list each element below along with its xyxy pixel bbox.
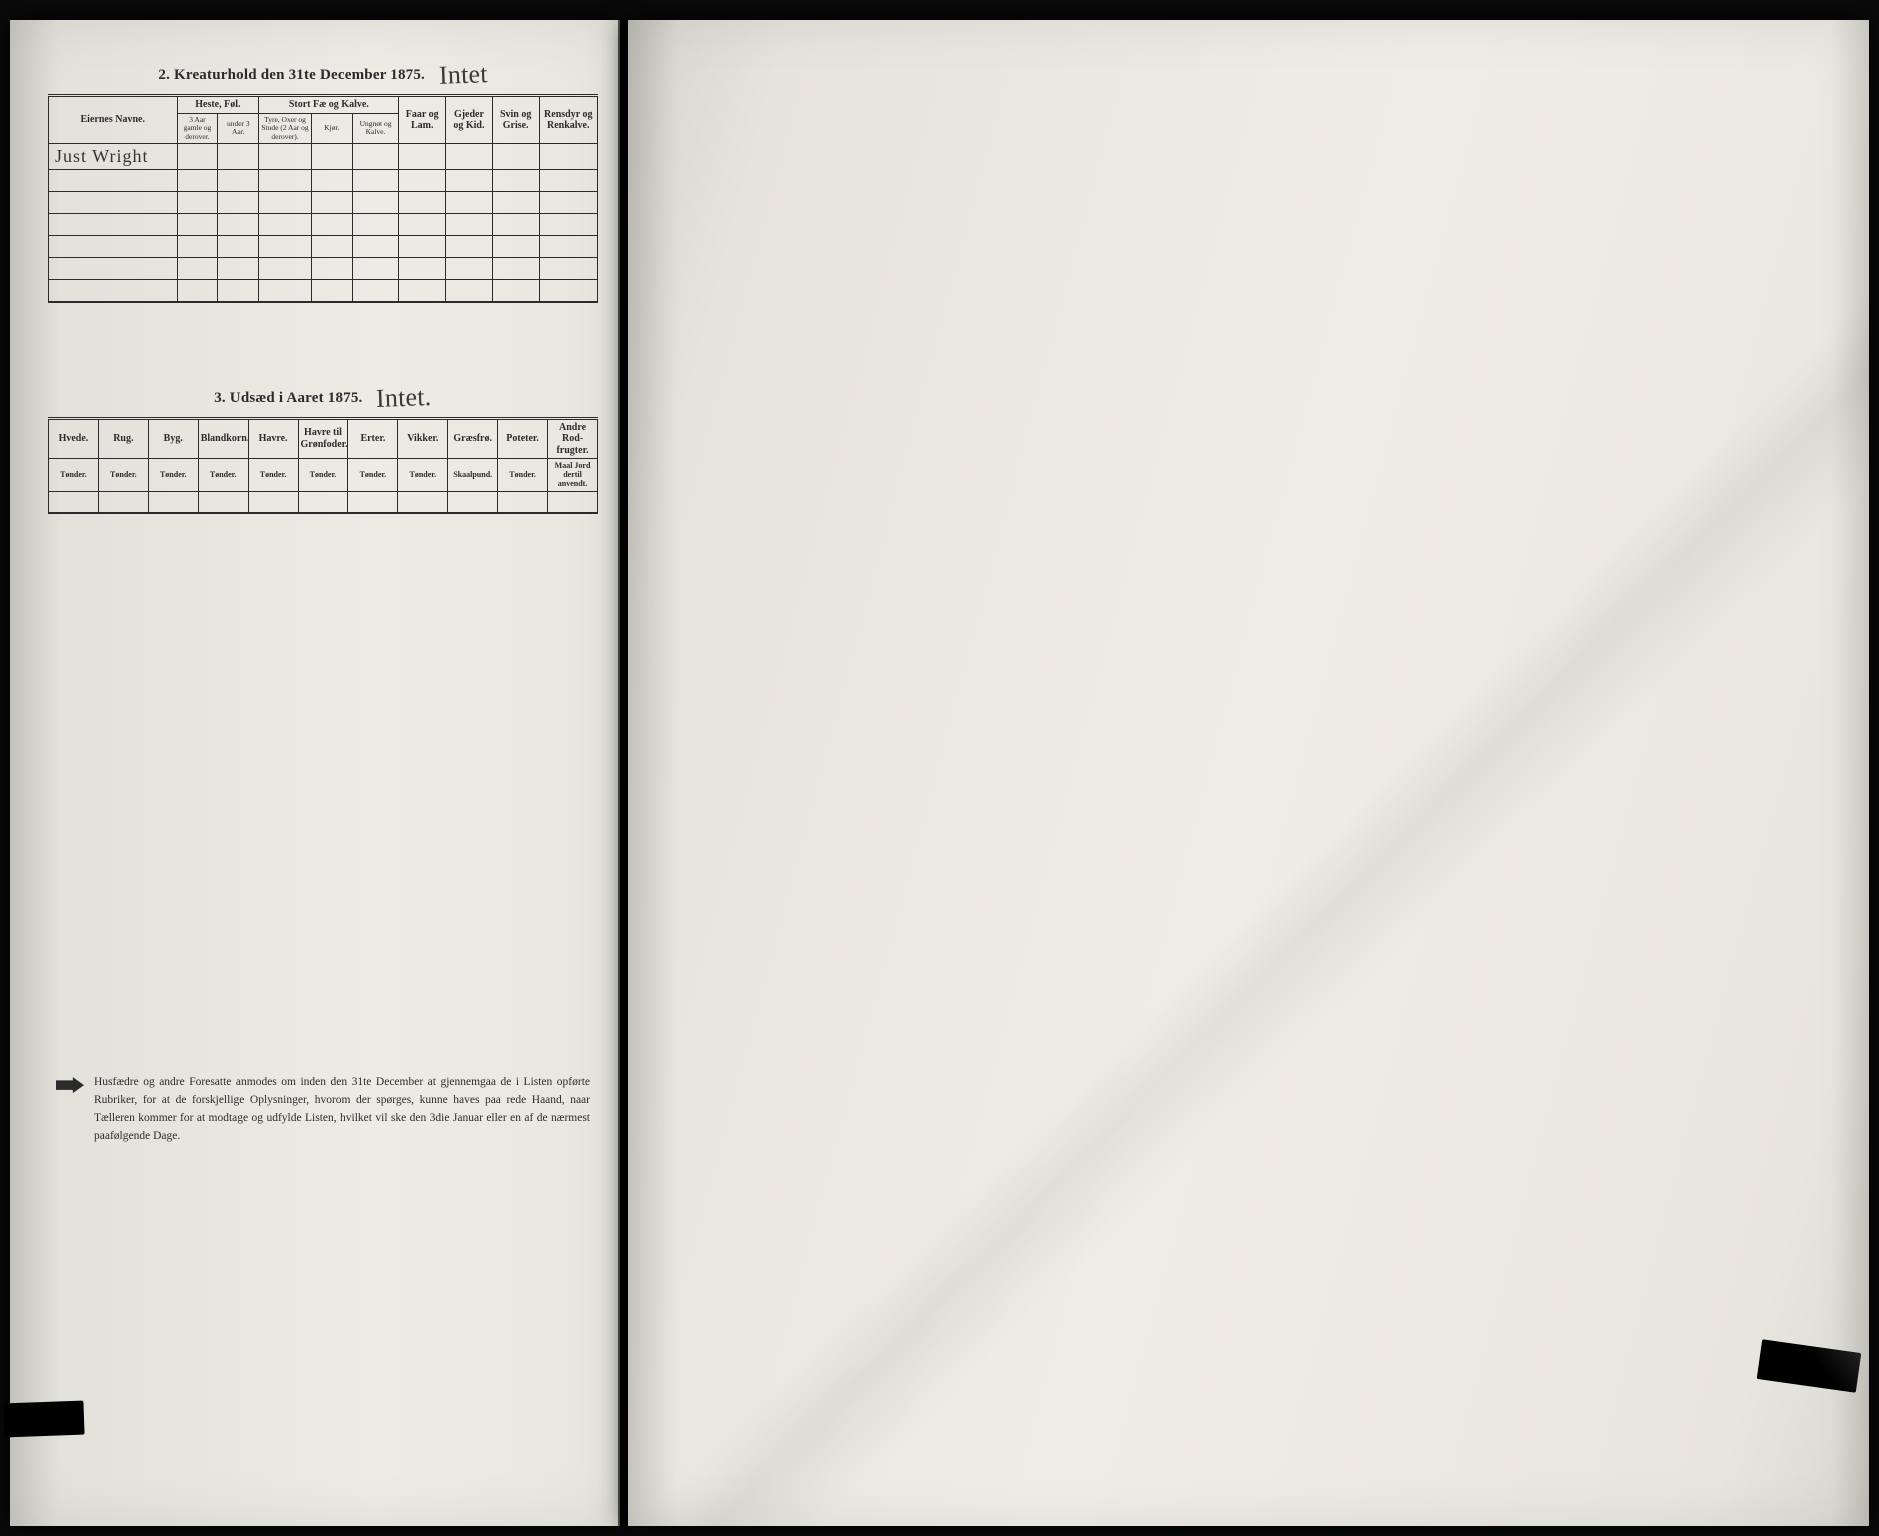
u0: Tønder. (49, 459, 99, 492)
table-row (49, 258, 598, 280)
table-row (49, 214, 598, 236)
c-havreg: Havre til Grønfoder. (298, 418, 348, 459)
c-rod: Andre Rod-frugter. (548, 418, 598, 459)
table-kreaturhold: Eiernes Navne. Heste, Føl. Stort Fæ og K… (48, 94, 598, 303)
u10: Maal Jord dertil anvendt. (548, 459, 598, 492)
col-tyre: Tyre, Oxer og Stude (2 Aar og derover). (259, 113, 312, 144)
binder-clip-icon (3, 1401, 84, 1438)
c-rug: Rug. (98, 418, 148, 459)
col-gjeder: Gjeder og Kid. (446, 96, 493, 144)
col-heste: Heste, Føl. (177, 96, 259, 114)
table-row: Just Wright (49, 144, 598, 170)
col-heste-3aar: 3 Aar gamle og derover. (177, 113, 218, 144)
col-svin: Svin og Grise. (492, 96, 539, 144)
u5: Tønder. (298, 459, 348, 492)
col-kjor: Kjør. (311, 113, 352, 144)
table-unit-row: Tønder. Tønder. Tønder. Tønder. Tønder. … (49, 459, 598, 492)
table-row (49, 236, 598, 258)
c-potet: Poteter. (498, 418, 548, 459)
table-row (49, 491, 598, 513)
section3-handwritten: Intet. (376, 382, 432, 414)
col-ren: Rensdyr og Renkalve. (539, 96, 598, 144)
footer-text: Husfædre og andre Foresatte anmodes om i… (94, 1074, 590, 1145)
owner-name-cell: Just Wright (49, 144, 178, 170)
c-graes: Græsfrø. (448, 418, 498, 459)
u8: Skaalpund. (448, 459, 498, 492)
c-vikker: Vikker. (398, 418, 448, 459)
u1: Tønder. (98, 459, 148, 492)
section2-handwritten: Intet (438, 59, 488, 91)
u9: Tønder. (498, 459, 548, 492)
u4: Tønder. (248, 459, 298, 492)
c-erter: Erter. (348, 418, 398, 459)
col-heste-under3: under 3 Aar. (218, 113, 259, 144)
c-bland: Blandkorn. (198, 418, 248, 459)
col-faar: Faar og Lam. (399, 96, 446, 144)
col-ungnot: Ungnøt og Kalve. (352, 113, 399, 144)
c-havre: Havre. (248, 418, 298, 459)
right-page (628, 20, 1869, 1526)
u3: Tønder. (198, 459, 248, 492)
u6: Tønder. (348, 459, 398, 492)
c-byg: Byg. (148, 418, 198, 459)
table-row (49, 192, 598, 214)
pointing-hand-icon (56, 1077, 84, 1093)
footer-note: Husfædre og andre Foresatte anmodes om i… (48, 1074, 598, 1145)
table-header-row: Hvede. Rug. Byg. Blandkorn. Havre. Havre… (49, 418, 598, 459)
left-page: 2. Kreaturhold den 31te December 1875. I… (10, 20, 620, 1526)
u7: Tønder. (398, 459, 448, 492)
book-spread: 2. Kreaturhold den 31te December 1875. I… (0, 0, 1879, 1536)
section2-heading: 2. Kreaturhold den 31te December 1875. I… (48, 56, 598, 86)
table-row (49, 280, 598, 302)
binder-clip-icon (1757, 1339, 1862, 1393)
section2-title: 2. Kreaturhold den 31te December (158, 67, 386, 83)
section3-year: 1875. (328, 390, 363, 406)
col-owner: Eiernes Navne. (49, 96, 178, 144)
section3-heading: 3. Udsæd i Aaret 1875. Intet. (48, 379, 598, 409)
section3-title: 3. Udsæd i Aaret (214, 390, 324, 406)
section2-year: 1875. (390, 67, 425, 83)
u2: Tønder. (148, 459, 198, 492)
table-row (49, 170, 598, 192)
col-stort: Stort Fæ og Kalve. (259, 96, 399, 114)
c-hvede: Hvede. (49, 418, 99, 459)
table-udsaed: Hvede. Rug. Byg. Blandkorn. Havre. Havre… (48, 417, 598, 515)
book-gutter (620, 20, 628, 1526)
